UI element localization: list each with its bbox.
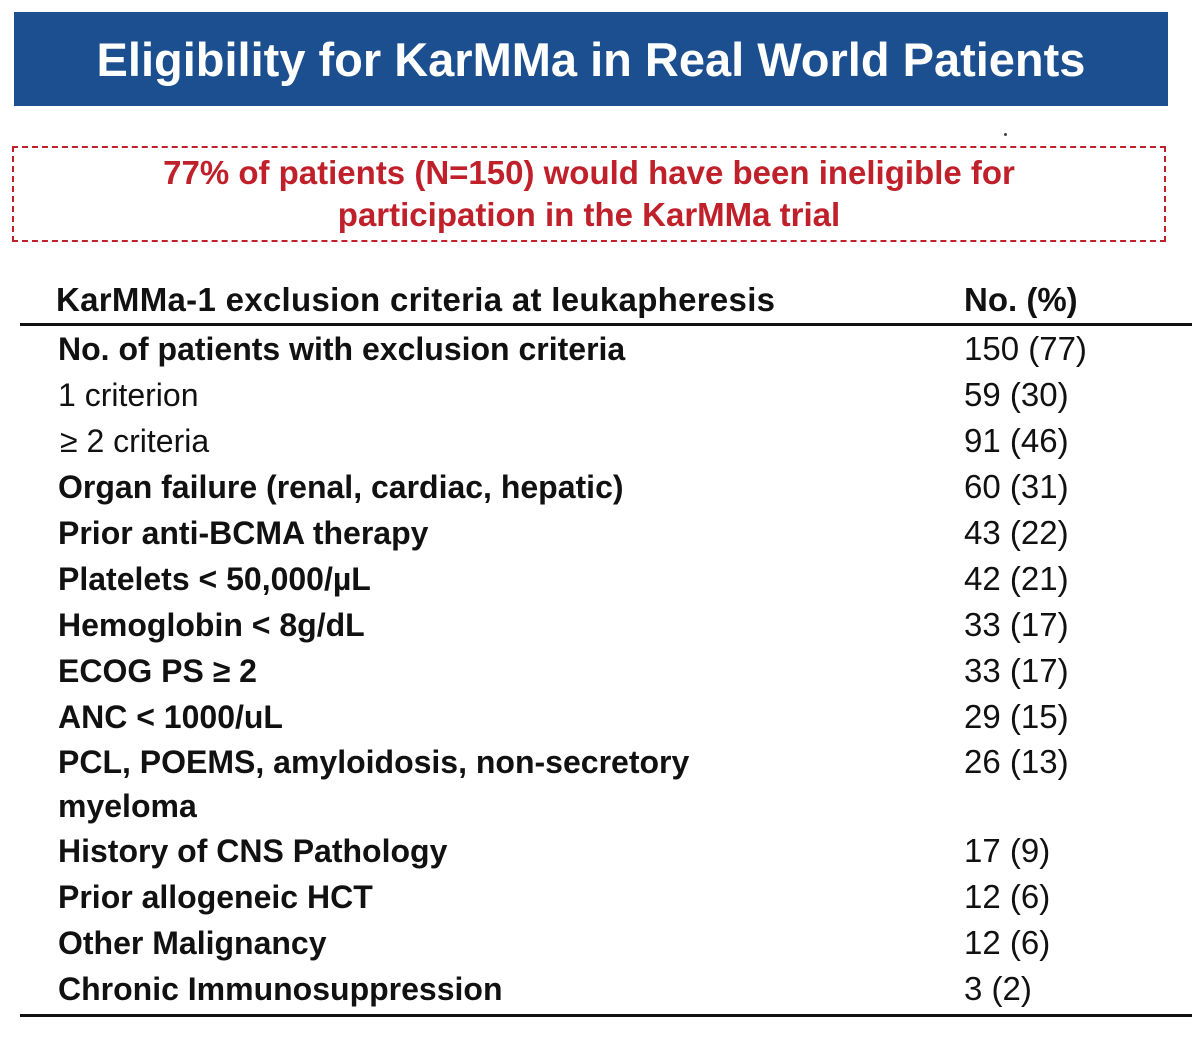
table-row: Prior allogeneic HCT 12 (6) [20, 874, 1192, 920]
row-criteria: Prior allogeneic HCT [58, 879, 373, 915]
row-number: 26 (13) [964, 743, 1069, 780]
row-number: 12 (6) [964, 878, 1051, 915]
row-criteria: 1 criterion [58, 377, 199, 413]
table-row: Chronic Immunosuppression 3 (2) [20, 966, 1192, 1012]
header-criteria: KarMMa-1 exclusion criteria at leukapher… [56, 281, 776, 318]
table-row: ECOG PS ≥ 2 33 (17) [20, 648, 1192, 694]
row-number: 33 (17) [964, 652, 1069, 689]
table-row: ANC < 1000/uL 29 (15) [20, 694, 1192, 740]
table-bottom-rule [20, 1014, 1192, 1017]
row-number: 59 (30) [964, 376, 1069, 413]
row-criteria: Prior anti-BCMA therapy [58, 515, 429, 551]
table-row: Platelets < 50,000/µL 42 (21) [20, 556, 1192, 602]
table-header: KarMMa-1 exclusion criteria at leukapher… [20, 280, 1192, 326]
row-criteria: ≥ 2 criteria [60, 423, 210, 459]
table-row: History of CNS Pathology 17 (9) [20, 828, 1192, 874]
table-row: ≥ 2 criteria 91 (46) [20, 418, 1192, 464]
table-row: Organ failure (renal, cardiac, hepatic) … [20, 464, 1192, 510]
row-criteria: Chronic Immunosuppression [58, 971, 503, 1007]
row-criteria: ECOG PS ≥ 2 [58, 653, 257, 689]
ineligibility-callout: 77% of patients (N=150) would have been … [12, 146, 1166, 242]
callout-line-2: participation in the KarMMa trial [337, 196, 841, 233]
row-criteria: Other Malignancy [58, 925, 327, 961]
table-row: Prior anti-BCMA therapy 43 (22) [20, 510, 1192, 556]
row-number: 91 (46) [964, 422, 1069, 459]
table-row: Other Malignancy 12 (6) [20, 920, 1192, 966]
table-row: 1 criterion 59 (30) [20, 372, 1192, 418]
row-number: 60 (31) [964, 468, 1069, 505]
row-criteria: Organ failure (renal, cardiac, hepatic) [58, 469, 624, 505]
header-number: No. (%) [964, 281, 1078, 318]
row-criteria: Platelets < 50,000/µL [58, 561, 371, 597]
stray-dot [1004, 133, 1007, 136]
row-number: 43 (22) [964, 514, 1069, 551]
row-number: 29 (15) [964, 698, 1069, 735]
row-number: 3 (2) [964, 970, 1032, 1007]
row-criteria: PCL, POEMS, amyloidosis, non-secretory m… [58, 744, 690, 824]
row-number: 17 (9) [964, 832, 1051, 869]
table-row: PCL, POEMS, amyloidosis, non-secretory m… [20, 740, 1192, 828]
title-banner: Eligibility for KarMMa in Real World Pat… [14, 12, 1168, 106]
page-title: Eligibility for KarMMa in Real World Pat… [96, 32, 1086, 86]
row-number: 42 (21) [964, 560, 1069, 597]
row-number: 12 (6) [964, 924, 1051, 961]
row-criteria: History of CNS Pathology [58, 833, 448, 869]
table-row: No. of patients with exclusion criteria … [20, 326, 1192, 372]
callout-line-1: 77% of patients (N=150) would have been … [163, 154, 1015, 191]
exclusion-criteria-table: KarMMa-1 exclusion criteria at leukapher… [20, 280, 1192, 1017]
row-criteria: Hemoglobin < 8g/dL [58, 607, 365, 643]
row-number: 150 (77) [964, 330, 1087, 367]
table-row: Hemoglobin < 8g/dL 33 (17) [20, 602, 1192, 648]
row-criteria: ANC < 1000/uL [58, 699, 283, 735]
row-criteria: No. of patients with exclusion criteria [58, 331, 626, 367]
row-number: 33 (17) [964, 606, 1069, 643]
